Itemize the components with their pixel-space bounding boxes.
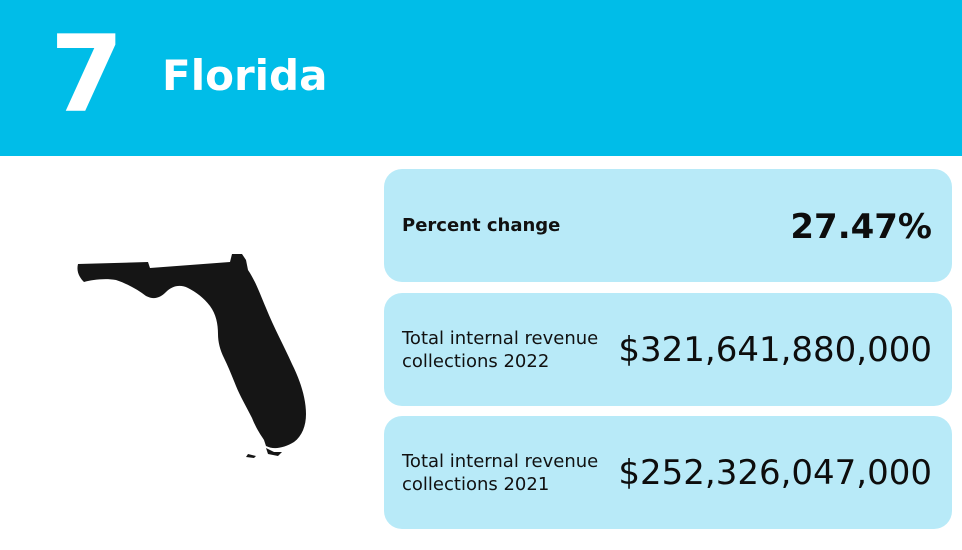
collections-2022-label-line1: Total internal revenue (402, 328, 599, 349)
collections-2022-card: Total internal revenue collections 2022 … (384, 293, 952, 406)
rank-number: 7 (50, 13, 124, 136)
collections-2021-label: Total internal revenue collections 2021 (402, 450, 598, 496)
collections-2021-label-line2: collections 2021 (402, 474, 550, 495)
percent-change-card: Percent change 27.47% (384, 169, 952, 282)
collections-2022-value: $321,641,880,000 (618, 330, 932, 370)
collections-2022-label: Total internal revenue collections 2022 (402, 327, 598, 373)
state-title: Florida (162, 51, 328, 100)
florida-map-icon (77, 254, 307, 458)
collections-2021-card: Total internal revenue collections 2021 … (384, 416, 952, 529)
header-banner: 7 Florida (0, 0, 962, 156)
collections-2022-label-line2: collections 2022 (402, 351, 550, 372)
percent-change-value: 27.47% (790, 207, 932, 247)
collections-2021-value: $252,326,047,000 (618, 453, 932, 493)
percent-change-label: Percent change (402, 215, 561, 236)
collections-2021-label-line1: Total internal revenue (402, 451, 599, 472)
